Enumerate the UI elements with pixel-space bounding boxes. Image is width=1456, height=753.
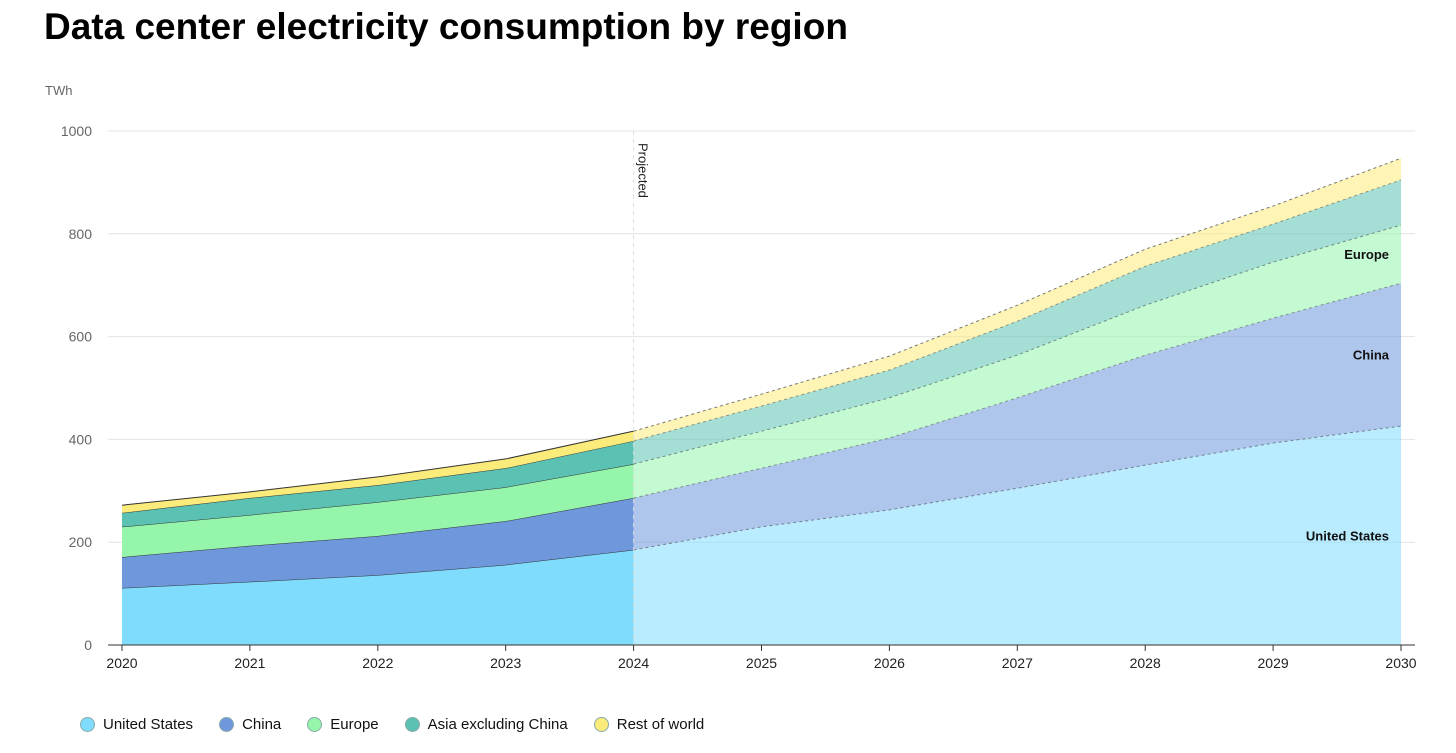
area-3-historical xyxy=(122,440,634,527)
area-4-historical xyxy=(122,431,634,513)
x-tick-label: 2024 xyxy=(618,655,649,671)
area-2-projected xyxy=(633,225,1401,498)
x-tick-label: 2026 xyxy=(874,655,905,671)
y-tick-label: 200 xyxy=(69,534,93,550)
x-tick-label: 2027 xyxy=(1002,655,1033,671)
x-tick-label: 2030 xyxy=(1385,655,1416,671)
area-4-projected xyxy=(633,158,1401,441)
legend-label: Europe xyxy=(330,716,379,733)
x-tick-label: 2028 xyxy=(1130,655,1161,671)
series-line xyxy=(121,430,634,506)
area-3-projected xyxy=(633,179,1401,465)
legend-swatch-icon xyxy=(80,717,95,732)
legend-swatch-icon xyxy=(307,717,323,732)
y-tick-label: 800 xyxy=(69,226,93,242)
series-label: China xyxy=(1353,348,1390,363)
area-1-historical xyxy=(122,497,634,588)
y-tick-label: 400 xyxy=(69,431,93,447)
legend-label: China xyxy=(242,716,282,733)
legend-swatch-icon xyxy=(404,717,420,732)
legend-item[interactable]: Asia excluding China xyxy=(404,716,568,733)
chart-title: Data center electricity consumption by r… xyxy=(44,6,848,47)
x-tick-label: 2025 xyxy=(746,655,777,671)
legend: United States China Europe Asia excluding C… xyxy=(80,716,704,733)
x-tick-label: 2029 xyxy=(1258,655,1289,671)
legend-label: Asia excluding China xyxy=(427,716,568,733)
y-tick-label: 600 xyxy=(69,329,93,345)
x-tick-label: 2020 xyxy=(106,655,137,671)
projected-label: Projected xyxy=(636,143,651,198)
y-tick-label: 1000 xyxy=(61,123,92,139)
series-label: United States xyxy=(1306,529,1389,544)
legend-label: Rest of world xyxy=(616,716,705,733)
series-line-projected xyxy=(633,157,1402,432)
y-axis-label: TWh xyxy=(45,83,72,98)
x-tick-label: 2022 xyxy=(362,655,393,671)
area-1-projected xyxy=(633,283,1401,550)
x-tick-label: 2023 xyxy=(490,655,521,671)
area-0-historical xyxy=(122,549,634,645)
x-tick-label: 2021 xyxy=(234,655,265,671)
y-tick-label: 0 xyxy=(84,637,92,653)
legend-item[interactable]: United States xyxy=(80,716,193,733)
area-0-projected xyxy=(633,426,1401,645)
legend-item[interactable]: China xyxy=(219,716,281,733)
legend-item[interactable]: Europe xyxy=(307,716,379,733)
series-label: Europe xyxy=(1344,247,1389,262)
legend-swatch-icon xyxy=(593,717,609,732)
legend-label: United States xyxy=(103,716,194,733)
legend-swatch-icon xyxy=(219,717,235,732)
legend-item[interactable]: Rest of world xyxy=(593,716,705,733)
